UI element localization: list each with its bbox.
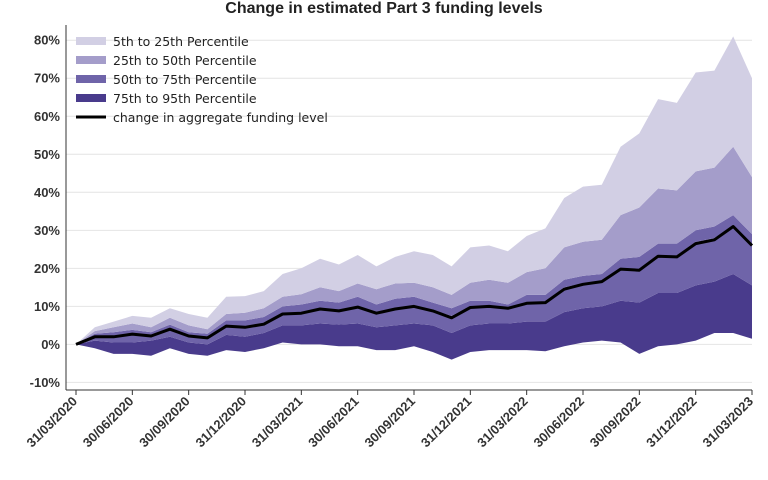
band-p50-p75 [76, 215, 752, 345]
x-tick-label: 30/09/2020 [136, 394, 193, 451]
y-tick-label: -10% [30, 375, 61, 390]
chart-title: Change in estimated Part 3 funding level… [225, 0, 543, 17]
legend-label: 5th to 25th Percentile [113, 34, 249, 49]
legend-swatch [76, 75, 106, 83]
legend-swatch [76, 56, 106, 64]
legend-label: 50th to 75th Percentile [113, 72, 257, 87]
x-tick-label: 30/06/2021 [305, 394, 362, 451]
y-tick-label: 80% [34, 33, 60, 48]
x-tick-label: 31/03/2022 [474, 394, 531, 451]
x-tick-label: 30/06/2022 [530, 394, 587, 451]
x-tick-label: 31/12/2021 [418, 394, 475, 451]
x-tick-label: 31/12/2020 [192, 394, 249, 451]
legend-label: 75th to 95th Percentile [113, 91, 257, 106]
legend-swatch [76, 37, 106, 45]
legend-label: change in aggregate funding level [113, 110, 328, 125]
aggregate-line [75, 225, 754, 346]
x-tick-label: 30/09/2021 [361, 394, 418, 451]
x-tick-label: 30/06/2020 [80, 394, 137, 451]
legend-swatch [76, 94, 106, 102]
x-tick-label: 31/03/2023 [699, 394, 756, 451]
y-tick-label: 10% [34, 299, 60, 314]
legend-label: 25th to 50th Percentile [113, 53, 257, 68]
band-p75-p95 [76, 146, 752, 345]
y-tick-label: 70% [34, 71, 60, 86]
x-tick-label: 30/09/2022 [587, 394, 644, 451]
band-p25-p50 [76, 226, 752, 345]
x-tick-label: 31/12/2022 [643, 394, 700, 451]
y-tick-label: 0% [41, 337, 60, 352]
band-p5-p25 [76, 274, 752, 360]
y-tick-label: 60% [34, 109, 60, 124]
y-tick-label: 30% [34, 223, 60, 238]
band-p95-p99 [76, 36, 752, 345]
x-tick-label: 31/03/2020 [23, 394, 80, 451]
y-tick-label: 40% [34, 185, 60, 200]
y-tick-label: 50% [34, 147, 60, 162]
y-tick-label: 20% [34, 261, 60, 276]
x-tick-label: 31/03/2021 [249, 394, 306, 451]
